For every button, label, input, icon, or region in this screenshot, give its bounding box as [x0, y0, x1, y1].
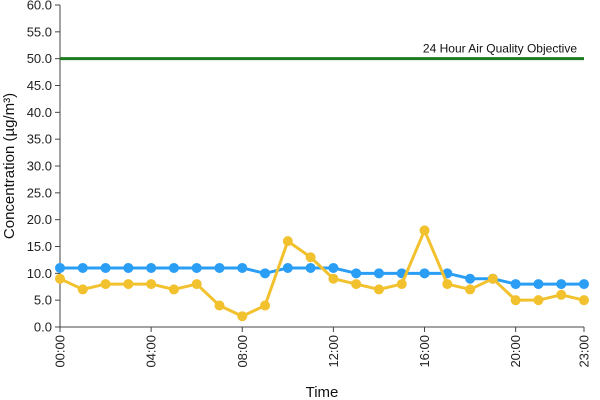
series-1-point [373, 268, 384, 279]
series-1-point [351, 268, 362, 279]
series-2-point [579, 295, 589, 306]
series-2-point [214, 300, 225, 311]
series-2-point [191, 279, 202, 290]
y-tick-label: 25.0 [27, 185, 52, 200]
series-2-point [510, 295, 521, 306]
series-1-point [282, 262, 293, 273]
y-tick-label: 10.0 [27, 266, 52, 281]
y-tick-label: 35.0 [27, 132, 52, 147]
series-1-point [214, 262, 225, 273]
series-2-point [237, 311, 248, 322]
series-2-point [396, 279, 407, 290]
series-1-point [465, 273, 476, 284]
series-2-point [282, 236, 293, 247]
x-tick-label: 04:00 [144, 335, 159, 368]
y-tick-label: 15.0 [27, 239, 52, 254]
series-1-point [55, 262, 65, 273]
series-1-point [328, 262, 339, 273]
x-tick-label: 20:00 [508, 335, 523, 368]
series-1-point [191, 262, 202, 273]
series-2-point [328, 273, 339, 284]
series-2-point [419, 225, 430, 236]
series-1-point [146, 262, 157, 273]
series-1-point [510, 279, 521, 290]
series-1-point [579, 279, 589, 290]
y-tick-label: 30.0 [27, 159, 52, 174]
y-axis-title: Concentration (µg/m³) [1, 93, 18, 239]
series-1-point [237, 262, 248, 273]
x-tick-label: 08:00 [235, 335, 250, 368]
series-2-point [260, 300, 271, 311]
series-2-point [556, 289, 567, 300]
y-tick-label: 20.0 [27, 212, 52, 227]
series-2-point [55, 273, 65, 284]
series-1-point [305, 262, 316, 273]
y-tick-label: 60.0 [27, 0, 52, 13]
y-tick-label: 55.0 [27, 24, 52, 39]
series-1-point [168, 262, 179, 273]
x-axis-ticks: 00:00 04:00 08:00 12:00 16:00 20:00 23:00 [53, 327, 592, 368]
series-1-point [419, 268, 430, 279]
y-axis-ticks: 0.0 5.0 10.0 15.0 20.0 25.0 30.0 35.0 40.0 45.0 50… [27, 0, 60, 335]
series-2-point [533, 295, 544, 306]
x-tick-label: 16:00 [417, 335, 432, 368]
x-tick-label: 12:00 [326, 335, 341, 368]
series-layer [55, 225, 589, 322]
series-2-point [305, 252, 316, 263]
series-2-point [77, 284, 88, 295]
y-tick-label: 40.0 [27, 105, 52, 120]
series-1-line [60, 266, 584, 286]
series-1-point [77, 262, 88, 273]
series-2-point [168, 284, 179, 295]
series-1-point [556, 279, 567, 290]
y-tick-label: 45.0 [27, 78, 52, 93]
series-2-point [487, 273, 498, 284]
series-1-point [100, 262, 111, 273]
y-tick-label: 50.0 [27, 51, 52, 66]
series-2-point [123, 279, 134, 290]
series-2-point [351, 279, 362, 290]
series-1-point [533, 279, 544, 290]
series-2-point [442, 279, 453, 290]
x-tick-label: 00:00 [53, 335, 68, 368]
series-2-point [146, 279, 157, 290]
series-1-point [123, 262, 134, 273]
y-tick-label: 0.0 [34, 320, 52, 335]
objective-label: 24 Hour Air Quality Objective [423, 42, 577, 56]
x-tick-label: 23:00 [577, 335, 592, 368]
x-axis-title: Time [306, 384, 339, 400]
series-2-point [465, 284, 476, 295]
series-2-line [59, 228, 585, 318]
series-1-point [260, 268, 271, 279]
y-tick-label: 5.0 [34, 293, 52, 308]
series-2-point [373, 284, 384, 295]
series-2-point [100, 279, 111, 290]
